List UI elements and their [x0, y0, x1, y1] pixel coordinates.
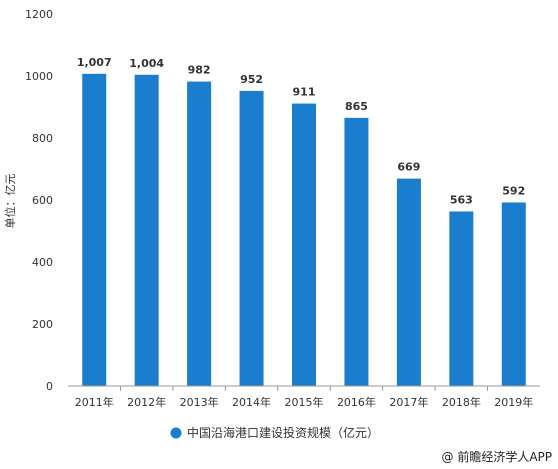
bars: [82, 73, 526, 386]
x-tick-label: 2011年: [75, 395, 114, 409]
legend: 中国沿海港口建设投资规模（亿元）: [170, 425, 379, 440]
value-label: 1,007: [77, 56, 112, 69]
x-tick-label: 2017年: [389, 395, 428, 409]
y-tick-label: 800: [32, 132, 53, 145]
legend-label: 中国沿海港口建设投资规模（亿元）: [187, 425, 379, 440]
x-tick-label: 2016年: [337, 395, 376, 409]
bar: [239, 90, 264, 386]
value-label: 982: [188, 64, 211, 77]
y-tick-label: 200: [32, 318, 53, 331]
bar: [187, 81, 212, 386]
bar: [82, 73, 107, 386]
bar: [134, 74, 159, 386]
x-tick-label: 2015年: [285, 395, 324, 409]
value-label: 592: [502, 184, 525, 197]
y-tick-label: 1200: [25, 8, 53, 21]
x-tick-label: 2019年: [494, 395, 533, 409]
y-axis-title: 单位：亿元: [3, 174, 17, 229]
x-tick-label: 2018年: [442, 395, 481, 409]
y-tick-label: 600: [32, 194, 53, 207]
bar: [501, 202, 526, 386]
bar: [449, 211, 474, 386]
y-tick-label: 0: [46, 380, 53, 393]
y-tick-label: 1000: [25, 70, 53, 83]
value-labels: 1,007 1,004 982 952 911 865 669 563 592: [77, 56, 525, 207]
value-label: 563: [450, 193, 473, 206]
bar: [396, 178, 421, 386]
value-label: 952: [240, 73, 263, 86]
bar: [344, 117, 369, 386]
value-label: 911: [293, 86, 316, 99]
y-tick-label: 400: [32, 256, 53, 269]
credit-text: @ 前瞻经济学人APP: [442, 449, 553, 464]
y-axis-ticks: 0 200 400 600 800 1000 1200: [25, 8, 53, 393]
value-label: 1,004: [129, 57, 164, 70]
x-tick-label: 2012年: [127, 395, 166, 409]
value-label: 865: [345, 100, 368, 113]
x-tick-label: 2014年: [232, 395, 271, 409]
legend-marker: [170, 427, 182, 439]
bar: [292, 103, 316, 386]
x-tick-label: 2013年: [180, 395, 219, 409]
x-axis-ticks: 2011年 2012年 2013年 2014年 2015年 2016年 2017年 2018年…: [75, 386, 533, 409]
value-label: 669: [397, 161, 420, 174]
